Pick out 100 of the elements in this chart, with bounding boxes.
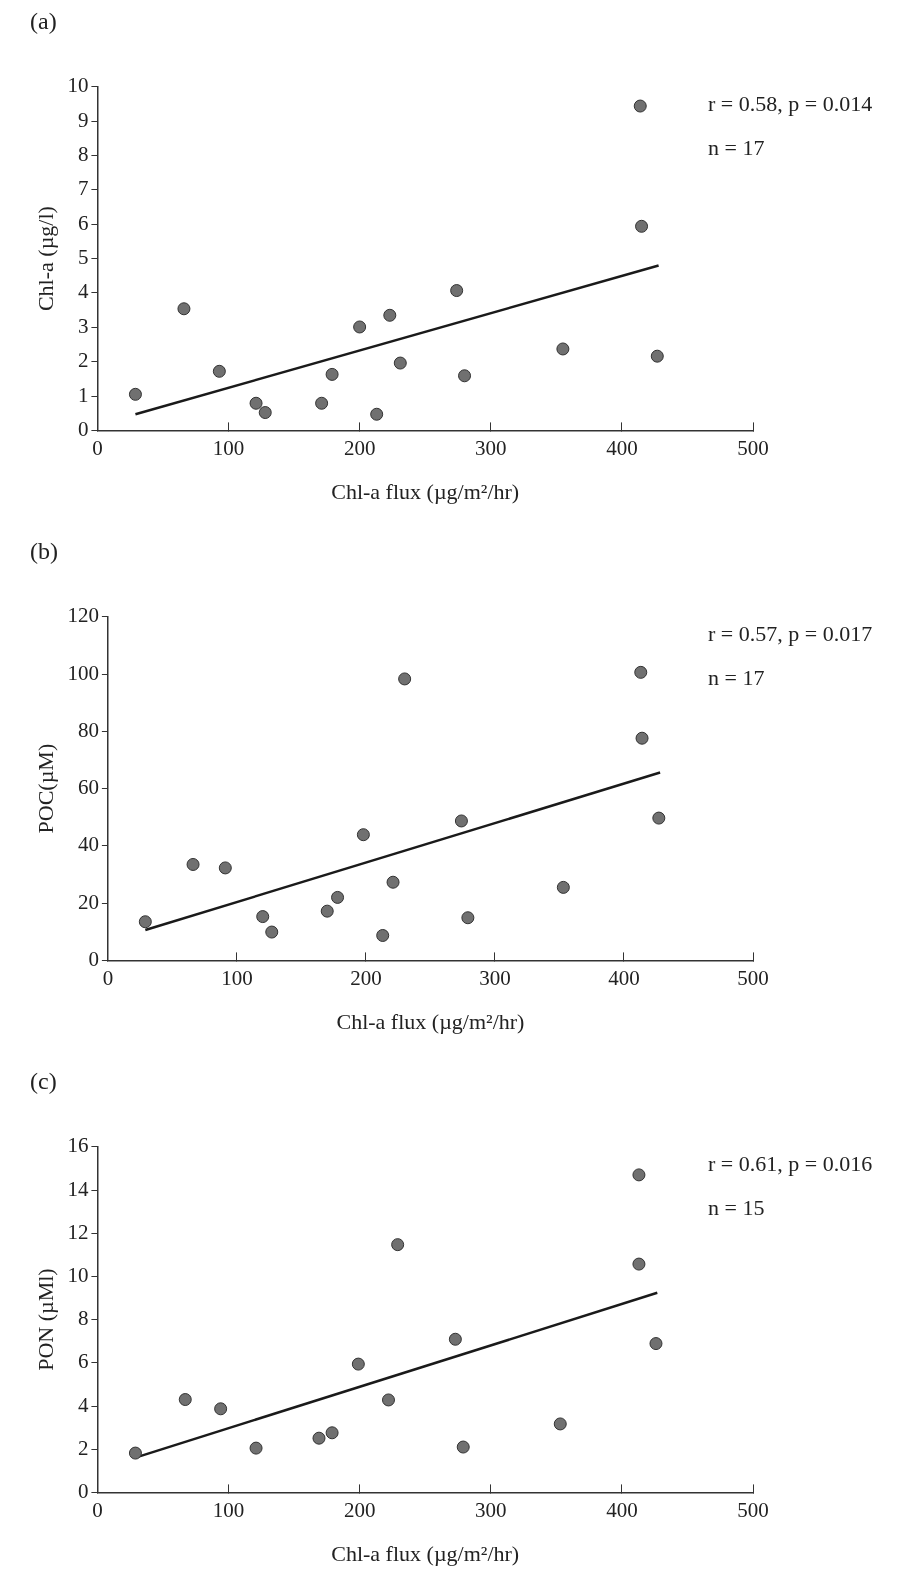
- point: [325, 1426, 339, 1440]
- y-tick-label: 0: [77, 1478, 89, 1503]
- y-axis-title: PON (µMl): [32, 1268, 58, 1371]
- annotation: r = 0.61, p = 0.016: [708, 1150, 873, 1176]
- point: [325, 367, 339, 381]
- y-tick-label: 0: [88, 946, 99, 971]
- y-axis-title: Chl-a (µg/l): [32, 206, 58, 312]
- point: [633, 99, 647, 113]
- point: [454, 814, 468, 828]
- y-tick-label: 7: [77, 176, 89, 201]
- y-tick-label: 3: [77, 313, 89, 338]
- annotation: n = 17: [708, 134, 765, 160]
- y-tick-label: 6: [77, 210, 89, 235]
- y-tick-label: 80: [77, 717, 99, 742]
- point: [553, 1417, 567, 1431]
- x-tick-label: 100: [212, 435, 245, 460]
- point: [650, 349, 664, 363]
- y-tick-label: 8: [77, 1306, 89, 1331]
- point: [138, 915, 152, 929]
- y-tick-label: 4: [77, 1392, 89, 1417]
- point: [331, 890, 345, 904]
- point: [249, 396, 263, 410]
- x-axis-title: Chl-a flux (µg/m²/hr): [331, 1540, 520, 1566]
- point: [632, 1257, 646, 1271]
- point: [649, 1337, 663, 1351]
- point: [370, 407, 384, 421]
- point: [249, 1441, 263, 1455]
- x-tick-label: 500: [737, 435, 769, 460]
- point: [376, 928, 390, 942]
- point: [214, 1402, 228, 1416]
- x-tick-label: 400: [606, 1497, 638, 1522]
- x-axis-title: Chl-a flux (µg/m²/hr): [336, 1008, 525, 1034]
- y-tick-label: 120: [67, 603, 99, 628]
- point: [381, 1393, 395, 1407]
- point: [450, 284, 464, 298]
- annotation: n = 17: [708, 664, 765, 690]
- y-axis-title: POC(µM): [32, 743, 58, 834]
- point: [398, 672, 412, 686]
- point: [312, 1431, 326, 1445]
- x-tick-label: 100: [221, 965, 253, 990]
- x-axis-title: Chl-a flux (µg/m²/hr): [331, 478, 520, 504]
- point: [315, 396, 329, 410]
- point: [556, 342, 570, 356]
- point: [635, 731, 649, 745]
- point: [461, 911, 475, 925]
- x-tick-label: 300: [479, 965, 511, 990]
- y-tick-label: 6: [77, 1349, 89, 1374]
- x-tick-label: 300: [475, 435, 507, 460]
- point: [391, 1238, 405, 1252]
- y-tick-label: 20: [77, 889, 99, 914]
- chart-title: (b): [30, 537, 58, 564]
- point: [186, 857, 200, 871]
- annotation: r = 0.58, p = 0.014: [708, 90, 873, 116]
- point: [393, 356, 407, 370]
- annotation: n = 15: [708, 1194, 765, 1220]
- x-tick-label: 200: [343, 1497, 376, 1522]
- point: [556, 880, 570, 894]
- point: [178, 1393, 192, 1407]
- point: [258, 406, 272, 420]
- point: [356, 828, 370, 842]
- y-tick-label: 8: [77, 142, 89, 167]
- y-tick-label: 100: [67, 660, 99, 685]
- point: [635, 219, 649, 233]
- y-tick-label: 12: [67, 1219, 89, 1244]
- y-tick-label: 1: [77, 382, 89, 407]
- point: [256, 910, 270, 924]
- point: [177, 302, 191, 316]
- x-tick-label: 400: [608, 965, 640, 990]
- point: [652, 811, 666, 825]
- x-tick-label: 400: [606, 435, 638, 460]
- point: [128, 1446, 142, 1460]
- y-tick-label: 60: [77, 775, 99, 800]
- point: [353, 320, 367, 334]
- x-tick-label: 200: [343, 435, 376, 460]
- point: [212, 364, 226, 378]
- y-tick-label: 16: [67, 1133, 89, 1158]
- chart-title: (c): [30, 1067, 57, 1094]
- y-tick-label: 14: [67, 1176, 89, 1201]
- x-tick-label: 500: [737, 965, 769, 990]
- point: [320, 904, 334, 918]
- y-tick-label: 2: [77, 348, 89, 373]
- y-tick-label: 9: [77, 107, 89, 132]
- point: [632, 1168, 646, 1182]
- annotation: r = 0.57, p = 0.017: [708, 620, 873, 646]
- y-tick-label: 10: [67, 1262, 89, 1287]
- y-tick-label: 4: [77, 279, 89, 304]
- x-tick-label: 200: [350, 965, 382, 990]
- point: [386, 875, 400, 889]
- y-tick-label: 2: [77, 1435, 89, 1460]
- x-tick-label: 100: [212, 1497, 245, 1522]
- point: [634, 665, 648, 679]
- point: [383, 308, 397, 322]
- point: [351, 1357, 365, 1371]
- y-tick-label: 10: [67, 73, 89, 98]
- point: [218, 861, 232, 875]
- y-tick-label: 0: [77, 416, 89, 441]
- y-tick-label: 5: [77, 245, 89, 270]
- y-tick-label: 40: [77, 832, 99, 857]
- point: [458, 369, 472, 383]
- point: [128, 387, 142, 401]
